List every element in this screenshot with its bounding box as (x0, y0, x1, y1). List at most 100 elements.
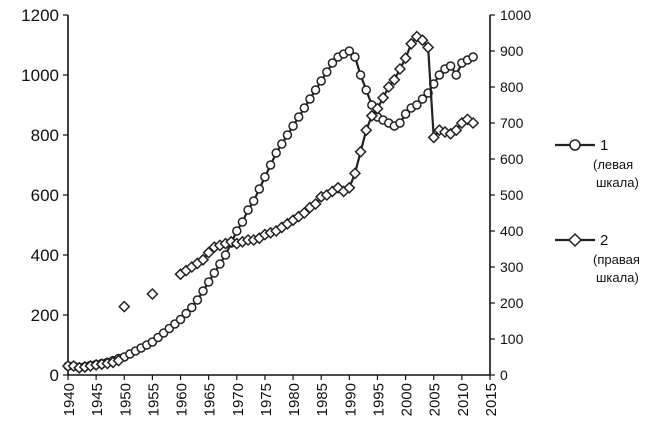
y-right-tick-label: 700 (500, 115, 524, 131)
y-left-tick-label: 800 (31, 126, 59, 145)
x-tick-label: 2010 (455, 383, 472, 416)
data-point-series-1 (277, 139, 287, 149)
y-left-tick-label: 400 (31, 246, 59, 265)
legend-item-1: 1 (левая шкала) (555, 137, 639, 190)
data-point-series-2 (309, 197, 322, 211)
legend-sublabel: (правая (593, 252, 640, 267)
data-point-series-1 (248, 196, 259, 206)
axes: 0 200 400 600 800 1000 1200 0 100 200 300 400 500 600… (21, 6, 531, 416)
x-tick-label: 1950 (117, 383, 134, 416)
data-point-series-2 (348, 167, 362, 180)
data-point-series-2 (393, 62, 407, 76)
y-left-tick-label: 200 (31, 306, 59, 325)
data-point-series-1 (243, 205, 253, 215)
series-group (61, 30, 480, 374)
data-point-series-1 (400, 109, 411, 119)
series-2 (61, 30, 480, 374)
legend-diamond-marker (567, 232, 583, 248)
legend-sublabel: шкала) (596, 175, 639, 190)
x-tick-label: 1965 (202, 383, 219, 416)
data-point-series-1 (468, 52, 478, 62)
x-tick-label: 1960 (174, 383, 191, 416)
y-right-tick-label: 0 (500, 367, 508, 383)
data-point-series-2 (354, 145, 367, 158)
x-tick-label: 1975 (258, 383, 275, 416)
data-point-series-1 (327, 58, 338, 68)
x-tick-label: 2000 (399, 383, 416, 416)
data-point-series-1 (254, 184, 265, 194)
data-point-series-2 (416, 34, 429, 47)
y-left-tick-label: 1000 (21, 66, 59, 85)
data-point-series-1 (293, 112, 304, 122)
data-point-series-2 (196, 253, 210, 266)
data-point-series-1 (187, 302, 197, 313)
data-point-series-1 (271, 148, 281, 158)
data-point-series-2 (343, 181, 356, 194)
y-right-tick-label: 300 (500, 259, 524, 275)
data-point-series-1 (192, 295, 203, 305)
legend: 1 (левая шкала) 2 (правая шкала) (555, 137, 640, 285)
legend-circle-marker (569, 139, 581, 151)
data-point-series-1 (181, 308, 191, 319)
data-point-series-1 (316, 76, 326, 86)
data-point-series-2 (450, 124, 463, 137)
y-left-tick-label: 600 (31, 186, 59, 205)
data-point-series-1 (237, 217, 248, 227)
x-tick-label: 1945 (89, 383, 106, 416)
data-point-series-1 (198, 286, 208, 296)
data-point-series-2 (112, 354, 125, 367)
legend-item-2: 2 (правая шкала) (555, 232, 640, 285)
data-point-series-1 (417, 94, 428, 104)
data-point-series-1 (232, 226, 242, 236)
data-point-series-2 (146, 287, 159, 301)
legend-label: 1 (600, 137, 608, 154)
x-tick-label: 2015 (483, 383, 500, 416)
data-point-series-1 (361, 85, 371, 95)
data-point-series-1 (434, 70, 445, 80)
data-point-series-1 (355, 70, 366, 80)
series-line-1 (68, 49, 474, 369)
y-right-tick-label: 100 (500, 331, 524, 347)
x-tick-label: 1995 (370, 383, 387, 416)
data-point-series-1 (350, 52, 360, 62)
x-tick-label: 1985 (314, 383, 331, 416)
legend-label: 2 (600, 232, 608, 249)
data-point-series-2 (467, 116, 480, 130)
y-left-tick-label: 1200 (21, 6, 59, 25)
data-point-series-2 (382, 80, 395, 94)
data-point-series-1 (260, 172, 270, 182)
y-left-tick-label: 0 (50, 366, 59, 385)
data-point-series-1 (322, 67, 332, 77)
y-right-tick-label: 1000 (500, 7, 531, 23)
x-tick-label: 1990 (342, 383, 359, 416)
data-point-series-2 (360, 124, 373, 137)
data-point-series-1 (299, 103, 310, 113)
data-point-series-2 (388, 73, 401, 86)
data-point-series-1 (412, 100, 422, 110)
data-point-series-1 (215, 259, 225, 269)
y-right-tick-label: 200 (500, 295, 524, 311)
x-tick-label: 1955 (145, 383, 162, 416)
data-point-series-2 (365, 109, 378, 122)
data-point-series-1 (175, 314, 186, 325)
data-point-series-1 (282, 130, 293, 140)
data-point-series-2 (427, 131, 440, 144)
data-point-series-2 (422, 41, 435, 54)
x-tick-label: 1940 (61, 383, 78, 416)
data-point-series-1 (209, 268, 220, 278)
data-point-series-2 (118, 300, 131, 313)
legend-sublabel: (левая (593, 157, 633, 172)
data-point-series-2 (399, 52, 412, 65)
legend-sublabel: шкала) (596, 270, 639, 285)
data-point-series-2 (405, 37, 418, 50)
data-point-series-1 (445, 61, 456, 71)
data-point-series-2 (377, 91, 390, 104)
data-point-series-1 (305, 94, 315, 104)
y-right-tick-label: 800 (500, 79, 524, 95)
series-1 (63, 46, 478, 373)
data-point-series-1 (344, 46, 355, 56)
data-point-series-1 (395, 118, 405, 128)
y-right-tick-label: 600 (500, 151, 524, 167)
x-tick-label: 1970 (230, 383, 247, 416)
